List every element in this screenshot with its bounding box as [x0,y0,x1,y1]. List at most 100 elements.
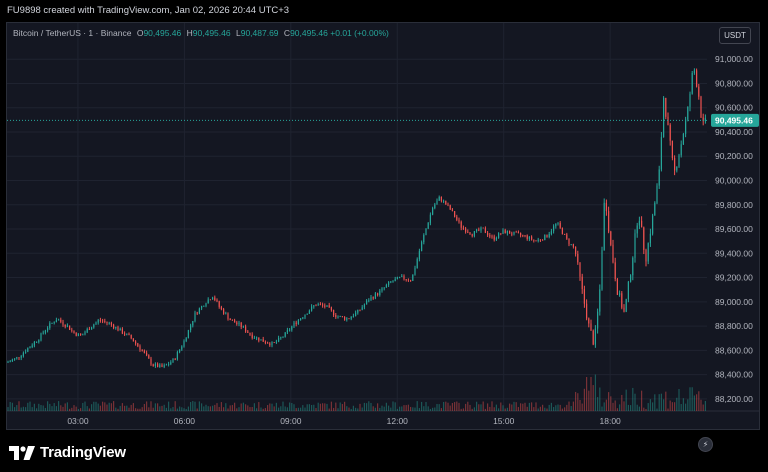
x-tick-label: 12:00 [387,416,409,426]
volume-bar [526,406,528,411]
volume-bar [77,408,79,411]
candle-body [139,346,141,350]
candle-body [632,257,634,276]
volume-bar [592,385,594,411]
candle-body [40,333,42,341]
volume-bar [698,391,700,411]
volume-bar [16,405,18,411]
candle-body [297,320,299,324]
volume-bar [97,403,99,411]
low-value: 90,487.69 [240,28,279,38]
candle-body [141,349,143,351]
candle-body [75,332,77,336]
candle-body [350,316,352,319]
candle-body [660,137,662,170]
candle-body [392,281,394,282]
volume-bar [561,408,563,411]
candle-body [555,223,557,227]
candle-body [267,342,269,344]
candle-body [564,234,566,235]
candle-body [44,330,46,333]
candle-body [627,281,629,300]
candle-body [344,316,346,320]
candle-body [473,231,475,236]
volume-bar [278,407,280,411]
volume-bar [436,403,438,411]
candle-body [702,117,704,122]
volume-bar [55,406,57,411]
candle-body [357,309,359,313]
candle-body [511,233,513,235]
volume-bar [337,408,339,411]
volume-bar [421,401,423,411]
candle-body [671,140,673,159]
candle-body [339,316,341,317]
candle-body [487,232,489,236]
candle-body [49,323,51,329]
candle-body [498,233,500,238]
high-key: H [186,28,193,38]
candle-body [533,239,535,241]
candle-body [126,333,128,335]
volume-bar [304,407,306,411]
candle-body [612,244,614,263]
volume-bar [665,391,667,411]
candle-body [623,307,625,312]
volume-bar [84,401,86,411]
volume-bar [671,402,673,411]
volume-bar [656,408,658,411]
candle-body [447,204,449,206]
volume-bar [135,408,137,411]
candle-body [51,322,53,324]
currency-button[interactable]: USDT [719,27,751,44]
candle-body [280,337,282,339]
brand-name: TradingView [40,444,126,461]
volume-bar [352,405,354,411]
volume-bar [641,390,643,411]
candle-body [106,321,108,323]
candle-body [698,86,700,97]
candle-body [381,288,383,291]
volume-bar [394,402,396,411]
volume-bar [110,403,112,411]
chart-pane[interactable]: 91,000.00 90,800.00 90,600.00 90,400.00 90,2… [6,22,760,430]
lightning-icon[interactable]: ⚡ [698,437,713,452]
candle-body [60,319,62,322]
volume-bar [289,402,291,411]
candle-body [183,340,185,347]
y-tick-label: 88,800.00 [715,321,753,331]
volume-bar [533,407,535,411]
volume-bar [201,403,203,411]
candle-body [121,328,123,334]
volume-bar [434,407,436,411]
candle-body [531,236,533,240]
volume-bar [517,407,519,411]
candle-body [11,359,13,362]
volume-bar [284,406,286,411]
candle-body [302,317,304,319]
candle-body [225,313,227,315]
candle-body [247,331,249,333]
volume-bar [647,403,649,411]
volume-bar [40,405,42,411]
candle-body [58,319,60,321]
candle-body [326,305,328,307]
volume-bar [148,407,150,411]
candle-body [583,289,585,304]
volume-bar [203,406,205,411]
candle-body [29,346,31,349]
candle-body [9,361,11,363]
price-chart[interactable]: 91,000.00 90,800.00 90,600.00 90,400.00 90,2… [7,23,760,430]
candle-body [271,341,273,346]
candle-body [196,312,198,314]
candle-body [328,305,330,308]
candle-body [168,364,170,365]
candle-body [286,330,288,333]
y-tick-label: 88,600.00 [715,345,753,355]
volume-bar [495,404,497,411]
volume-bar [117,408,119,411]
volume-bar [181,407,183,411]
volume-bar [20,407,22,411]
volume-bar [212,405,214,411]
volume-bar [225,403,227,411]
